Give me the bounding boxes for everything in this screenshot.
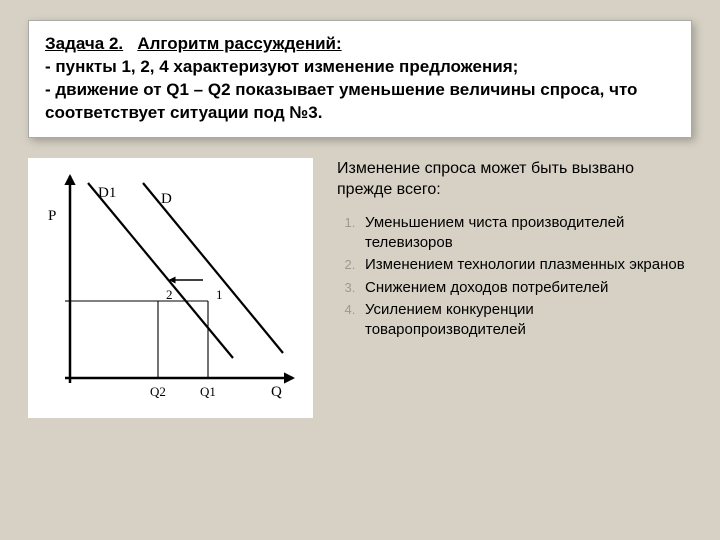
- demand-chart: P Q D D1 1 2 Q1 Q2: [28, 158, 313, 418]
- svg-text:P: P: [48, 208, 56, 224]
- list-item: Снижением доходов потребителей: [359, 278, 692, 298]
- list-item: Усилением конкуренции товаропроизводител…: [359, 300, 692, 341]
- svg-text:D1: D1: [98, 185, 116, 201]
- card-line-1: - пункты 1, 2, 4 характеризуют изменение…: [45, 57, 518, 76]
- list-item: Изменением технологии плазменных экранов: [359, 255, 692, 275]
- chart-svg: P Q D D1 1 2 Q1 Q2: [28, 158, 313, 418]
- task-label: Задача 2.: [45, 34, 123, 53]
- reasons-list: Уменьшением чиста производителей телевиз…: [337, 213, 692, 341]
- content-row: P Q D D1 1 2 Q1 Q2 Изменение спроса может быть …: [28, 158, 692, 418]
- svg-text:Q: Q: [271, 384, 282, 400]
- slide: Задача 2. Алгоритм рассуждений: - пункты…: [0, 0, 720, 540]
- header-card: Задача 2. Алгоритм рассуждений: - пункты…: [28, 20, 692, 138]
- list-item: Уменьшением чиста производителей телевиз…: [359, 213, 692, 254]
- intro-text: Изменение спроса может быть вызвано преж…: [337, 158, 692, 201]
- card-line-2: - движение от Q1 – Q2 показывает уменьше…: [45, 80, 637, 122]
- right-column: Изменение спроса может быть вызвано преж…: [337, 158, 692, 343]
- svg-text:Q2: Q2: [150, 384, 166, 399]
- svg-text:2: 2: [166, 287, 173, 302]
- svg-text:D: D: [161, 191, 172, 207]
- svg-text:1: 1: [216, 287, 223, 302]
- algorithm-label: Алгоритм рассуждений:: [137, 34, 341, 53]
- svg-text:Q1: Q1: [200, 384, 216, 399]
